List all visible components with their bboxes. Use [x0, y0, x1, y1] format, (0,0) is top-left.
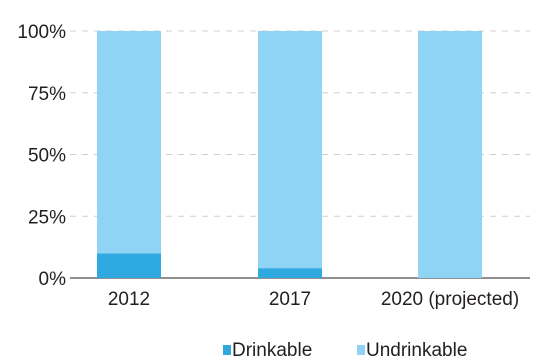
- bar-undrinkable-1: [258, 31, 322, 269]
- bar-drinkable-1: [258, 268, 322, 278]
- y-tick-label: 75%: [28, 84, 66, 105]
- y-tick-label: 0%: [39, 269, 67, 290]
- y-tick-label: 50%: [28, 146, 66, 167]
- tick-labels: 0% 25% 50% 75% 100% 2012 2017 2020 (projected): [17, 22, 519, 310]
- bar-undrinkable-0: [97, 31, 161, 254]
- bar-drinkable-0: [97, 253, 161, 278]
- legend-swatch-drinkable: [223, 345, 231, 355]
- bar-undrinkable-2: [418, 31, 482, 278]
- x-tick-label: 2012: [108, 289, 150, 310]
- y-tick-label: 25%: [28, 207, 66, 228]
- legend-swatch-undrinkable: [357, 345, 365, 355]
- bars: [97, 31, 482, 278]
- legend-label-drinkable: Drinkable: [232, 340, 312, 361]
- x-tick-label: 2020 (projected): [381, 289, 519, 310]
- legend-label-undrinkable: Undrinkable: [366, 340, 467, 361]
- y-tick-label: 100%: [17, 22, 66, 43]
- x-tick-label: 2017: [269, 289, 311, 310]
- legend: Drinkable Undrinkable: [223, 340, 467, 361]
